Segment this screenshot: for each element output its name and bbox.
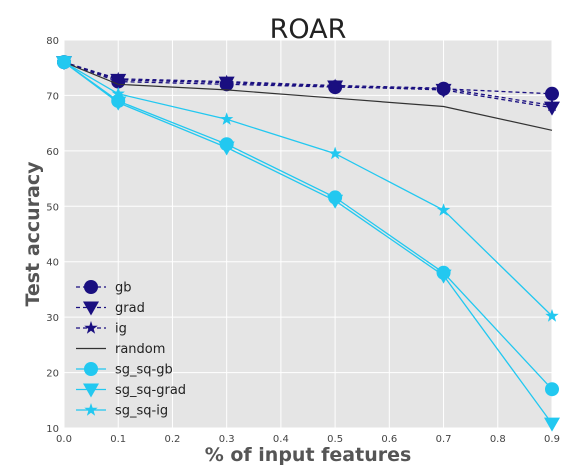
- legend: gb grad ig random sg_sq-gb sg_sq-grad sg_sq-ig: [76, 280, 186, 419]
- legend-label-sg-sq-gb: sg_sq-gb: [115, 363, 173, 378]
- series-line-random: [63, 61, 553, 131]
- point-sg-sq-gb-5: [545, 382, 559, 397]
- point-sg-sq-grad-4: [435, 269, 452, 284]
- y-tick-label-80: 80: [46, 36, 59, 47]
- x-axis-label: % of input features: [205, 444, 412, 466]
- legend-marker-sg-sq-grad: [83, 383, 99, 398]
- series-sg-sq-grad: [56, 56, 560, 432]
- y-tick-label-40: 40: [46, 258, 59, 269]
- legend-item-gb: gb: [76, 280, 132, 296]
- x-tick-label-0-0: 0.0: [56, 434, 72, 445]
- point-sg-sq-ig-3: [328, 146, 342, 160]
- point-sg-sq-ig-2: [220, 112, 234, 125]
- point-gb-5: [545, 86, 559, 101]
- grid-lines: [63, 39, 553, 429]
- series-sg-sq-ig: [57, 55, 559, 322]
- point-ig-2: [220, 74, 234, 88]
- y-tick-label-20: 20: [46, 369, 59, 380]
- point-ig-4: [436, 81, 451, 94]
- x-tick-label-0-9: 0.9: [544, 434, 560, 445]
- legend-label-gb: gb: [115, 281, 132, 296]
- series-line-ig: [63, 61, 553, 107]
- legend-marker-sg-sq-ig: [84, 403, 98, 416]
- x-tick-label-0-5: 0.5: [327, 434, 343, 445]
- point-sg-sq-grad-3: [327, 194, 344, 209]
- chart-title: ROAR: [270, 14, 347, 45]
- series-line-gb: [63, 61, 553, 95]
- legend-item-random: random: [76, 342, 165, 357]
- series-line-sg-sq-grad: [63, 61, 553, 424]
- x-tick-label-0-8: 0.8: [490, 434, 506, 445]
- point-sg-sq-grad-1: [110, 96, 127, 111]
- legend-label-grad: grad: [115, 301, 145, 316]
- legend-label-sg-sq-grad: sg_sq-grad: [115, 383, 186, 398]
- y-axis-label: Test accuracy: [22, 161, 44, 307]
- plot-background: [64, 40, 552, 428]
- legend-item-sg-sq-grad: sg_sq-grad: [76, 383, 186, 398]
- point-sg-sq-ig-1: [111, 86, 125, 100]
- legend-marker-sg-sq-gb: [84, 362, 98, 376]
- y-tick-label-50: 50: [46, 202, 59, 213]
- y-tick-label-10: 10: [46, 424, 59, 435]
- series-random: [63, 61, 553, 131]
- x-tick-label-0-2: 0.2: [164, 434, 180, 445]
- point-sg-sq-ig-4: [436, 203, 451, 216]
- x-tick-labels: 0.0 0.1 0.2 0.3 0.4 0.5 0.6 0.7 0.8 0.9: [56, 434, 560, 445]
- series-line-sg-sq-gb: [63, 61, 553, 390]
- point-sg-sq-grad-5: [544, 417, 560, 432]
- legend-label-random: random: [115, 342, 165, 357]
- legend-item-sg-sq-gb: sg_sq-gb: [76, 362, 173, 378]
- x-tick-label-0-6: 0.6: [381, 434, 397, 445]
- legend-label-sg-sq-ig: sg_sq-ig: [115, 404, 168, 419]
- y-tick-label-60: 60: [46, 147, 59, 158]
- x-tick-label-0-4: 0.4: [273, 434, 289, 445]
- series-layer: [56, 55, 560, 432]
- x-tick-label-0-3: 0.3: [219, 434, 235, 445]
- x-tick-label-0-1: 0.1: [110, 434, 126, 445]
- x-tick-label-0-7: 0.7: [436, 434, 452, 445]
- legend-marker-gb: [84, 280, 98, 294]
- point-sg-sq-grad-2: [218, 141, 235, 156]
- legend-item-ig: ig: [76, 321, 127, 337]
- point-ig-3: [328, 78, 342, 92]
- point-ig-5: [545, 98, 559, 112]
- y-tick-labels: 10 20 30 40 50 60 70 80: [46, 36, 59, 435]
- legend-item-sg-sq-ig: sg_sq-ig: [76, 403, 168, 419]
- point-sg-sq-ig-5: [545, 309, 559, 322]
- y-tick-label-70: 70: [46, 91, 59, 102]
- legend-label-ig: ig: [115, 322, 127, 337]
- series-line-grad: [63, 61, 553, 109]
- legend-marker-ig: [84, 321, 98, 334]
- y-tick-label-30: 30: [46, 313, 59, 324]
- legend-marker-grad: [83, 301, 99, 316]
- series-line-sg-sq-ig: [63, 61, 553, 317]
- point-sg-sq-ig-0: [57, 55, 71, 68]
- point-ig-1: [111, 71, 125, 85]
- legend-item-grad: grad: [76, 301, 145, 316]
